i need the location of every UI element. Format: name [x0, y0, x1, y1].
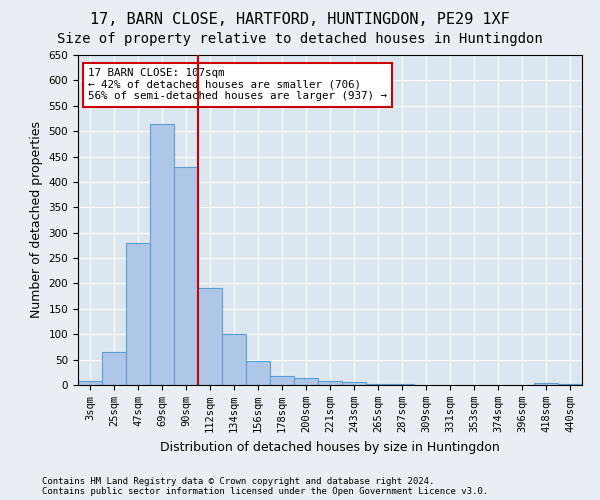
Bar [558, 384, 582, 385]
Bar [270, 376, 294, 385]
Text: Contains HM Land Registry data © Crown copyright and database right 2024.: Contains HM Land Registry data © Crown c… [42, 477, 434, 486]
Bar [174, 166, 198, 385]
Bar [390, 384, 414, 385]
Bar [78, 381, 102, 385]
X-axis label: Distribution of detached houses by size in Huntingdon: Distribution of detached houses by size … [160, 440, 500, 454]
Bar [222, 334, 246, 385]
Bar [366, 384, 390, 385]
Bar [246, 361, 270, 385]
Y-axis label: Number of detached properties: Number of detached properties [30, 122, 43, 318]
Bar [294, 378, 318, 385]
Bar [126, 243, 150, 385]
Text: Size of property relative to detached houses in Huntingdon: Size of property relative to detached ho… [57, 32, 543, 46]
Text: Contains public sector information licensed under the Open Government Licence v3: Contains public sector information licen… [42, 487, 488, 496]
Text: 17, BARN CLOSE, HARTFORD, HUNTINGDON, PE29 1XF: 17, BARN CLOSE, HARTFORD, HUNTINGDON, PE… [90, 12, 510, 28]
Bar [342, 382, 366, 385]
Bar [198, 288, 222, 385]
Bar [534, 384, 558, 385]
Text: 17 BARN CLOSE: 107sqm
← 42% of detached houses are smaller (706)
56% of semi-det: 17 BARN CLOSE: 107sqm ← 42% of detached … [88, 68, 387, 102]
Bar [102, 352, 126, 385]
Bar [150, 124, 174, 385]
Bar [318, 381, 342, 385]
